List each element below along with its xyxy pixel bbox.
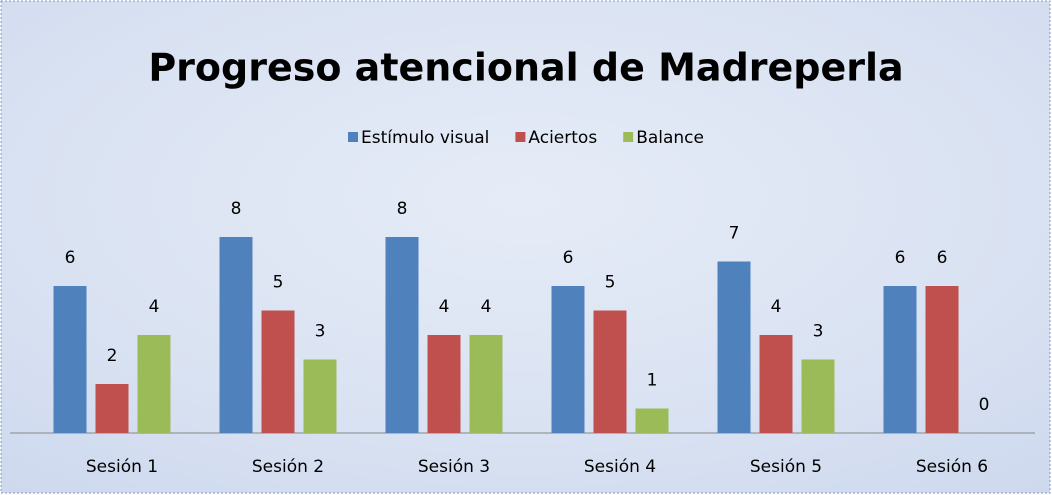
x-tick-label: Sesión 5	[750, 457, 822, 477]
x-tick-label: Sesión 2	[252, 457, 324, 477]
data-label: 4	[771, 297, 782, 317]
data-label: 6	[563, 248, 574, 268]
data-label: 2	[107, 346, 118, 366]
x-tick-label: Sesión 3	[418, 457, 490, 477]
bar	[261, 310, 295, 433]
bar	[385, 237, 419, 433]
legend-swatch	[348, 132, 358, 142]
data-label: 4	[481, 297, 492, 317]
bar	[551, 286, 585, 433]
bar	[801, 359, 835, 433]
bar	[759, 335, 793, 433]
legend-label: Aciertos	[528, 128, 597, 148]
data-label: 8	[231, 199, 242, 219]
bar	[95, 384, 129, 433]
bar	[925, 286, 959, 433]
data-label: 5	[605, 273, 616, 293]
bar	[469, 335, 503, 433]
data-label: 6	[65, 248, 76, 268]
bar	[137, 335, 171, 433]
bar	[635, 408, 669, 433]
bar	[427, 335, 461, 433]
legend-swatch	[515, 132, 526, 142]
bar	[303, 359, 337, 433]
data-label: 3	[315, 322, 326, 342]
data-label: 0	[979, 395, 990, 415]
legend-label: Estímulo visual	[361, 128, 489, 148]
bar	[717, 261, 751, 433]
data-label: 6	[895, 248, 906, 268]
x-tick-label: Sesión 4	[584, 457, 656, 477]
bar	[593, 310, 627, 433]
bar	[219, 237, 253, 433]
data-label: 4	[149, 297, 160, 317]
legend-label: Balance	[636, 128, 704, 148]
x-tick-label: Sesión 1	[86, 457, 158, 477]
data-label: 6	[937, 248, 948, 268]
x-tick-label: Sesión 6	[916, 457, 988, 477]
data-label: 1	[647, 371, 658, 391]
data-label: 5	[273, 273, 284, 293]
data-label: 8	[397, 199, 408, 219]
legend-swatch	[623, 132, 634, 142]
chart-title: Progreso atencional de Madreperla	[148, 46, 903, 90]
data-label: 3	[813, 322, 824, 342]
data-label: 4	[439, 297, 450, 317]
data-label: 7	[729, 224, 740, 244]
bar	[883, 286, 917, 433]
bar	[53, 286, 87, 433]
